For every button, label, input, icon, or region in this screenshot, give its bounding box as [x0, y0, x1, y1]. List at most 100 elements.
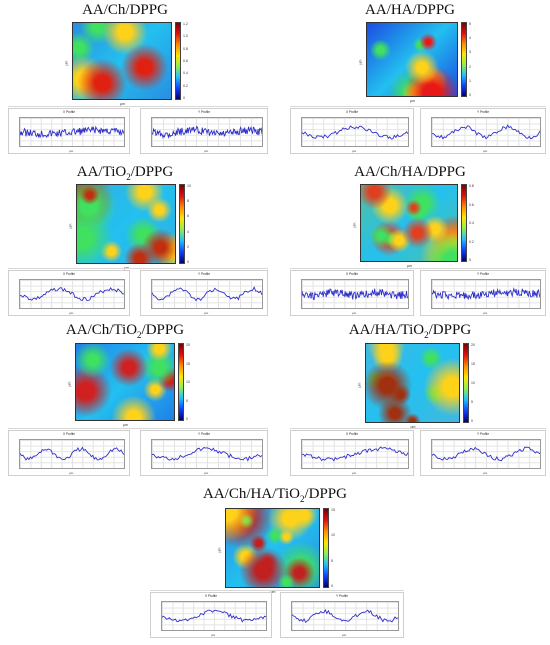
- profile-plot: [151, 117, 263, 147]
- panel-title: AA/HA/DPPG: [310, 2, 510, 19]
- colorbar: [175, 22, 181, 100]
- profile-line: [20, 118, 124, 146]
- title-part: AA/HA/TiO: [348, 322, 425, 338]
- colorbar-tick-label: 15: [331, 508, 335, 512]
- profile-x-unit: µm: [342, 633, 347, 637]
- profile-x-unit: µm: [69, 311, 74, 315]
- profile-trace: [20, 127, 124, 137]
- colorbar: [179, 184, 185, 264]
- profile-x-unit: µm: [204, 471, 209, 475]
- colorbar-tick-label: 0.6: [469, 202, 474, 207]
- x-profile-panel: X Profile µm: [290, 430, 414, 476]
- profile-x-unit: µm: [352, 471, 357, 475]
- height-map: [72, 22, 172, 100]
- panel-title: AA/TiO2/DPPG: [25, 164, 225, 182]
- colorbar-tick-label: 4: [187, 229, 189, 234]
- profile-line: [152, 118, 262, 146]
- profile-title: Y Profile: [336, 594, 348, 598]
- profile-line: [432, 440, 540, 468]
- colorbar-tick-label: 5: [471, 400, 473, 404]
- y-profile-panel: Y Profile µm: [140, 430, 268, 476]
- colorbar-tick-label: 0: [469, 258, 471, 262]
- profile-plot: [301, 279, 409, 309]
- profile-line: [302, 440, 408, 468]
- y-profile-panel: Y Profile µm: [280, 592, 404, 638]
- colorbar-tick-label: 1.0: [183, 34, 188, 39]
- profile-trace: [302, 126, 408, 139]
- panel-title: AA/HA/TiO2/DPPG: [310, 322, 510, 340]
- colorbar-tick-label: 0: [469, 93, 471, 97]
- profile-x-unit: µm: [352, 149, 357, 153]
- map-y-axis-label: µm: [352, 222, 357, 228]
- map-x-axis-label: µm: [410, 425, 416, 429]
- colorbar-tick-label: 2: [469, 64, 471, 69]
- title-part: /DPPG: [130, 164, 174, 180]
- colorbar-tick-label: 0.8: [183, 46, 188, 51]
- profile-line: [302, 280, 408, 308]
- profile-title: Y Profile: [198, 110, 210, 114]
- profile-title: X Profile: [62, 110, 76, 114]
- row-divider: [8, 106, 268, 107]
- profile-x-unit: µm: [352, 311, 357, 315]
- profile-plot: [19, 117, 125, 147]
- colorbar-tick-label: 10: [186, 380, 190, 384]
- profile-title: Y Profile: [477, 272, 489, 276]
- x-profile-panel: X Profile µm: [290, 108, 414, 154]
- title-part: AA/Ch/DPPG: [82, 2, 168, 18]
- map-y-axis-label: µm: [64, 60, 69, 66]
- row-divider: [150, 590, 404, 591]
- profile-trace: [292, 610, 398, 622]
- profile-trace: [162, 610, 266, 622]
- profile-x-unit: µm: [204, 149, 209, 153]
- colorbar-tick-label: 10: [471, 381, 475, 385]
- colorbar-tick-label: 8: [187, 199, 189, 204]
- profile-line: [432, 118, 540, 146]
- title-part: AA/Ch/HA/DPPG: [354, 164, 466, 180]
- row-divider: [8, 428, 268, 429]
- title-part: 2: [299, 494, 305, 504]
- colorbar-tick-label: 0.2: [183, 83, 188, 88]
- colorbar-tick-label: 15: [471, 362, 475, 366]
- profile-x-unit: µm: [483, 311, 488, 315]
- profile-x-unit: µm: [483, 149, 488, 153]
- colorbar-tick-label: 0: [187, 260, 189, 264]
- colorbar: [461, 22, 467, 97]
- x-profile-panel: X Profile µm: [8, 108, 130, 154]
- height-map: [75, 343, 175, 421]
- row-divider: [8, 268, 268, 269]
- x-profile-panel: X Profile µm: [8, 270, 130, 316]
- profile-trace: [302, 289, 408, 300]
- colorbar-tick-label: 2: [187, 244, 189, 249]
- panel-title: AA/Ch/HA/TiO2/DPPG: [175, 486, 375, 504]
- map-y-axis-label: µm: [357, 382, 362, 388]
- profile-plot: [151, 279, 263, 309]
- height-map: [360, 184, 458, 262]
- title-part: /DPPG: [304, 486, 347, 502]
- profile-line: [432, 280, 540, 308]
- x-profile-panel: X Profile µm: [150, 592, 272, 638]
- profile-plot: [431, 279, 541, 309]
- profile-trace: [302, 447, 408, 461]
- colorbar-tick-label: 20: [471, 343, 475, 347]
- y-profile-panel: Y Profile µm: [420, 430, 546, 476]
- profile-title: Y Profile: [477, 432, 489, 436]
- colorbar: [323, 508, 329, 588]
- profile-x-unit: µm: [69, 149, 74, 153]
- row-divider: [290, 106, 546, 107]
- y-profile-panel: Y Profile µm: [140, 270, 268, 316]
- title-part: AA/HA/DPPG: [364, 2, 455, 18]
- profile-line: [20, 440, 124, 468]
- title-part: /DPPG: [141, 322, 185, 338]
- colorbar-tick-label: 0: [471, 419, 473, 423]
- profile-plot: [301, 117, 409, 147]
- profile-plot: [19, 439, 125, 469]
- profile-title: X Profile: [345, 432, 359, 436]
- profile-title: X Profile: [204, 594, 218, 598]
- map-y-axis-label: µm: [68, 223, 73, 229]
- map-x-axis-label: µm: [407, 264, 412, 268]
- profile-title: Y Profile: [198, 272, 210, 276]
- colorbar-tick-label: 0.8: [469, 184, 474, 188]
- profile-title: X Profile: [345, 272, 359, 276]
- profile-title: Y Profile: [477, 110, 489, 114]
